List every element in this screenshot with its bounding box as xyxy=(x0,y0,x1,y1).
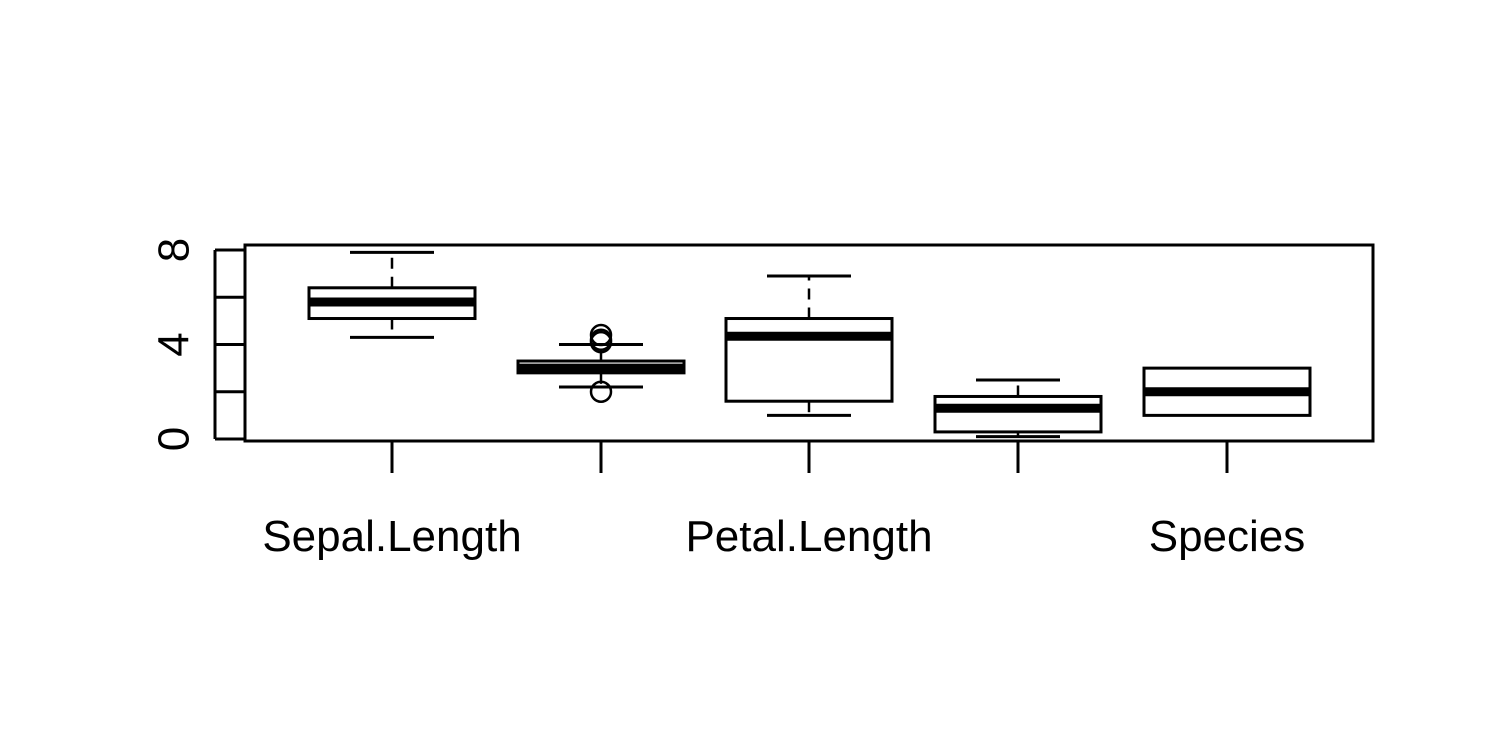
y-tick-label: 4 xyxy=(150,332,199,356)
box-sepal-length xyxy=(307,250,477,339)
y-tick-label: 8 xyxy=(150,238,199,262)
outlier-point xyxy=(589,380,613,403)
y-axis: 0 4 8 xyxy=(150,238,245,451)
box-petal-length xyxy=(724,274,894,417)
x-tick-label: Sepal.Length xyxy=(262,512,521,561)
box-iqr xyxy=(933,394,1103,434)
box-iqr xyxy=(724,317,894,403)
x-tick-label: Species xyxy=(1149,512,1306,561)
box-petal-width xyxy=(933,378,1103,439)
box-species xyxy=(1142,366,1312,417)
outlier-point xyxy=(589,328,613,352)
box-series xyxy=(307,250,1312,439)
y-tick-label: 0 xyxy=(150,427,199,451)
x-tick-label: Petal.Length xyxy=(685,512,932,561)
box-sepal-width xyxy=(516,323,686,403)
x-axis: Sepal.Length Petal.Length Species xyxy=(262,441,1305,561)
